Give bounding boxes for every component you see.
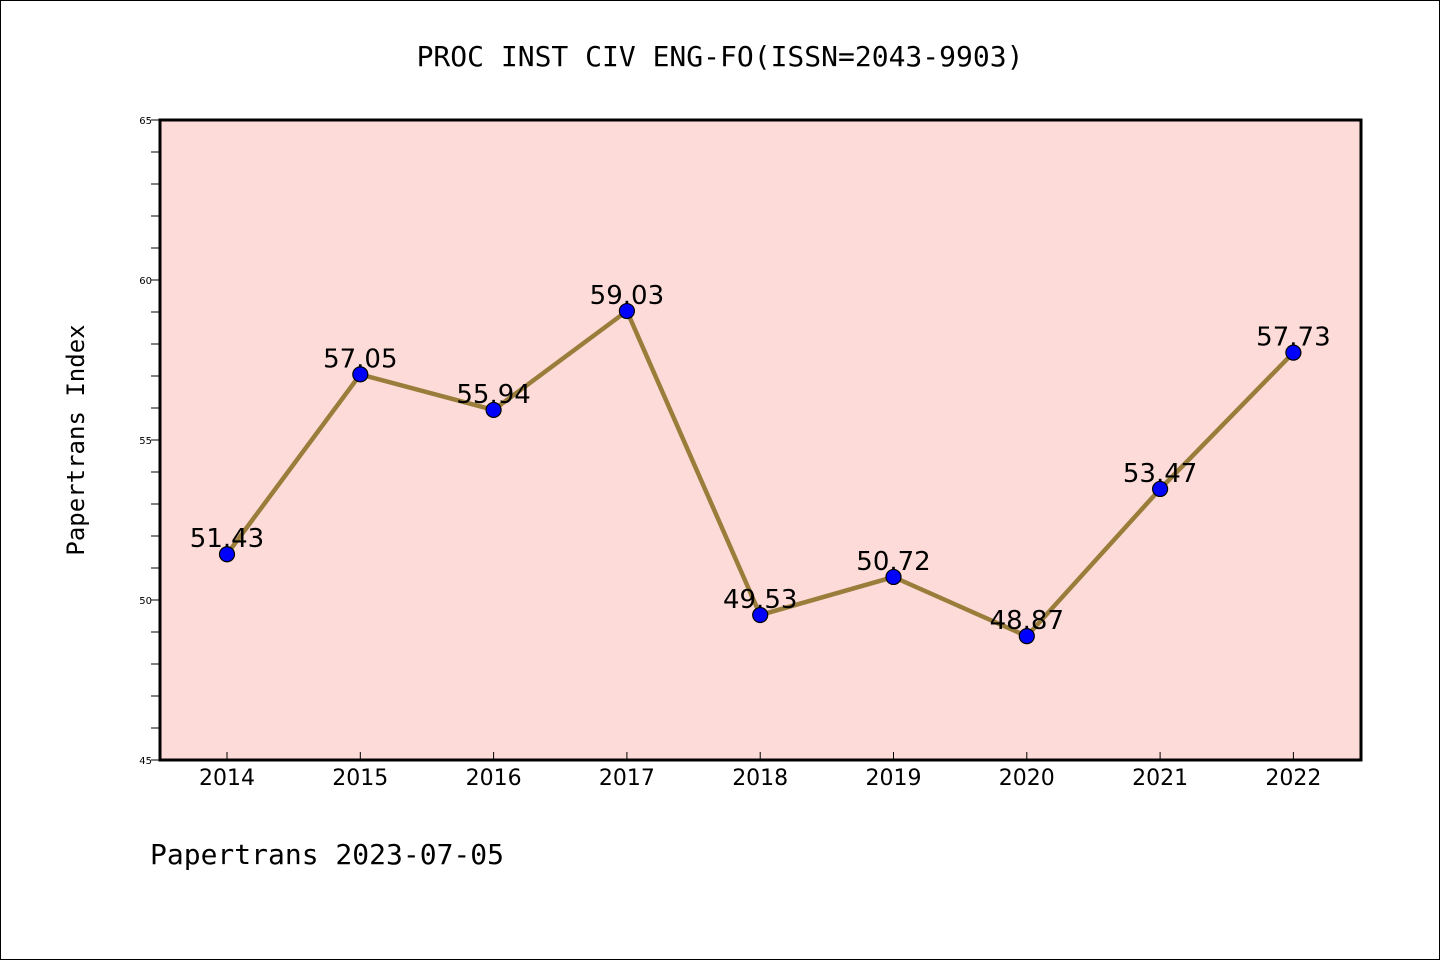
data-point bbox=[352, 366, 369, 383]
data-point bbox=[885, 568, 902, 586]
x-tick-label: 2022 bbox=[1265, 766, 1321, 791]
y-tick-label: 55 bbox=[139, 436, 152, 447]
y-axis: 45 50 55 60 65 bbox=[139, 116, 160, 767]
x-tick-label: 2015 bbox=[332, 766, 388, 791]
x-tick-label: 2019 bbox=[866, 766, 922, 791]
x-axis: 2014 2015 2016 2017 2018 2019 2020 2021 2022 bbox=[199, 752, 1321, 791]
footer-text: Papertrans 2023-07-05 bbox=[150, 838, 504, 871]
y-tick-label: 50 bbox=[139, 596, 152, 607]
plot-area bbox=[158, 118, 1363, 762]
y-tick-label: 60 bbox=[139, 276, 152, 287]
x-tick-label: 2014 bbox=[199, 766, 255, 791]
series-group: 51.4357.0555.9459.0349.5350.7248.8753.47… bbox=[190, 281, 1331, 645]
y-tick-label: 65 bbox=[139, 116, 152, 127]
x-tick-label: 2017 bbox=[599, 766, 655, 791]
chart-title: PROC INST CIV ENG-FO(ISSN=2043-9903) bbox=[417, 40, 1024, 73]
data-point bbox=[752, 606, 769, 624]
data-point bbox=[1285, 344, 1302, 361]
data-point bbox=[218, 546, 236, 563]
data-point bbox=[1151, 480, 1169, 498]
data-point bbox=[485, 401, 502, 419]
x-tick-label: 2018 bbox=[732, 766, 788, 791]
data-point bbox=[1018, 628, 1035, 645]
x-tick-label: 2021 bbox=[1132, 766, 1188, 791]
x-tick-label: 2020 bbox=[999, 766, 1055, 791]
x-tick-label: 2016 bbox=[466, 766, 522, 791]
y-axis-label: Papertrans Index bbox=[62, 324, 90, 555]
y-tick-label: 45 bbox=[139, 756, 152, 767]
data-point bbox=[618, 302, 636, 320]
